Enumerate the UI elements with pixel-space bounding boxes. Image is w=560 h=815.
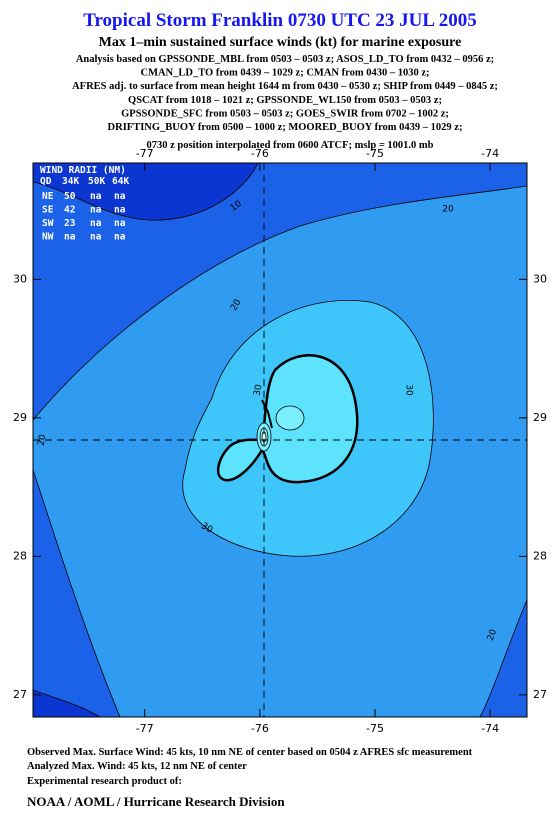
analysis-line: Analysis based on GPSSONDE_MBL from 0503… <box>76 54 494 65</box>
x-tick-label: -74 <box>481 722 499 735</box>
contour-label: 20 <box>486 628 499 642</box>
x-tick-label: -76 <box>251 147 269 160</box>
wind-radii-header: 50K <box>88 176 105 187</box>
contour-label: 20 <box>442 205 454 215</box>
wind-radii-cell: na <box>114 232 126 243</box>
wind-radii-cell: na <box>114 191 126 202</box>
x-tick-label: -75 <box>366 722 384 735</box>
wind-radii-header: 64K <box>112 176 129 187</box>
analysis-line: QSCAT from 1018 – 1021 z; GPSSONDE_WL150… <box>128 95 442 106</box>
subtitle: Max 1–min sustained surface winds (kt) f… <box>99 35 462 50</box>
y-tick-label: 27 <box>533 688 547 701</box>
contour-label: 20 <box>37 433 49 446</box>
contour-label: 30 <box>404 384 414 396</box>
wind-radii-title: WIND RADII (NM) <box>40 165 126 176</box>
wind-radii-cell: NE <box>42 191 54 202</box>
wind-radii-cell: 50 <box>64 191 76 202</box>
analysis-line: DRIFTING_BUOY from 0500 – 1000 z; MOORED… <box>108 122 463 133</box>
y-tick-label: 30 <box>533 272 547 285</box>
wind-radii-cell: na <box>114 218 126 229</box>
analysis-lines: Analysis based on GPSSONDE_MBL from 0503… <box>72 54 498 133</box>
wind-radii-cell: SE <box>42 205 54 216</box>
axes: -77 -77 -76 -76 -75 -75 -74 -74 27 27 28 28 29 29 30 30 <box>13 147 547 735</box>
x-tick-label: -75 <box>366 147 384 160</box>
y-tick-label: 27 <box>13 688 27 701</box>
wind-radii-table: WIND RADII (NM)QD 34K 50K 64K NE 50 na na SE 42 na… <box>40 165 129 243</box>
wind-radii-cell: na <box>90 232 102 243</box>
wind-radii-cell: na <box>114 205 126 216</box>
footer-line: Observed Max. Surface Wind: 45 kts, 10 n… <box>27 747 473 758</box>
y-tick-label: 28 <box>13 549 27 562</box>
analysis-line: AFRES adj. to surface from mean height 1… <box>72 81 498 92</box>
contour-label: 30 <box>253 383 265 396</box>
y-tick-label: 28 <box>533 549 547 562</box>
wind-radii-cell: na <box>64 232 76 243</box>
footer-line: Analyzed Max. Wind: 45 kts, 12 nm NE of … <box>27 761 247 772</box>
title: Tropical Storm Franklin 0730 UTC 23 JUL … <box>83 10 477 31</box>
y-tick-label: 29 <box>13 411 27 424</box>
footer-line: Experimental research product of: <box>27 776 182 787</box>
x-tick-label: -77 <box>136 722 154 735</box>
analysis-line: GPSSONDE_SFC from 0503 – 0503 z; GOES_SW… <box>121 108 449 119</box>
wind-radii-header: QD <box>40 176 52 187</box>
organization: NOAA / AOML / Hurricane Research Divisio… <box>27 794 285 809</box>
x-tick-label: -76 <box>251 722 269 735</box>
analysis-line: CMAN_LD_TO from 0439 – 1029 z; CMAN from… <box>140 68 429 79</box>
wind-radii-cell: NW <box>42 232 54 243</box>
wind-radii-cell: na <box>90 191 102 202</box>
wind-radii-cell: 23 <box>64 218 76 229</box>
wind-radii-header: 34K <box>62 176 79 187</box>
map-frame <box>32 162 528 718</box>
position-note: 0730 z position interpolated from 0600 A… <box>146 140 433 151</box>
wind-radii-cell: na <box>90 218 102 229</box>
wind-radii-cell: 42 <box>64 205 75 216</box>
x-tick-label: -74 <box>481 147 499 160</box>
x-tick-label: -77 <box>136 147 154 160</box>
contour-field <box>33 163 527 717</box>
y-tick-label: 29 <box>533 411 547 424</box>
wind-radii-cell: SW <box>42 218 54 229</box>
y-tick-label: 30 <box>13 272 27 285</box>
wind-radii-cell: na <box>90 205 102 216</box>
